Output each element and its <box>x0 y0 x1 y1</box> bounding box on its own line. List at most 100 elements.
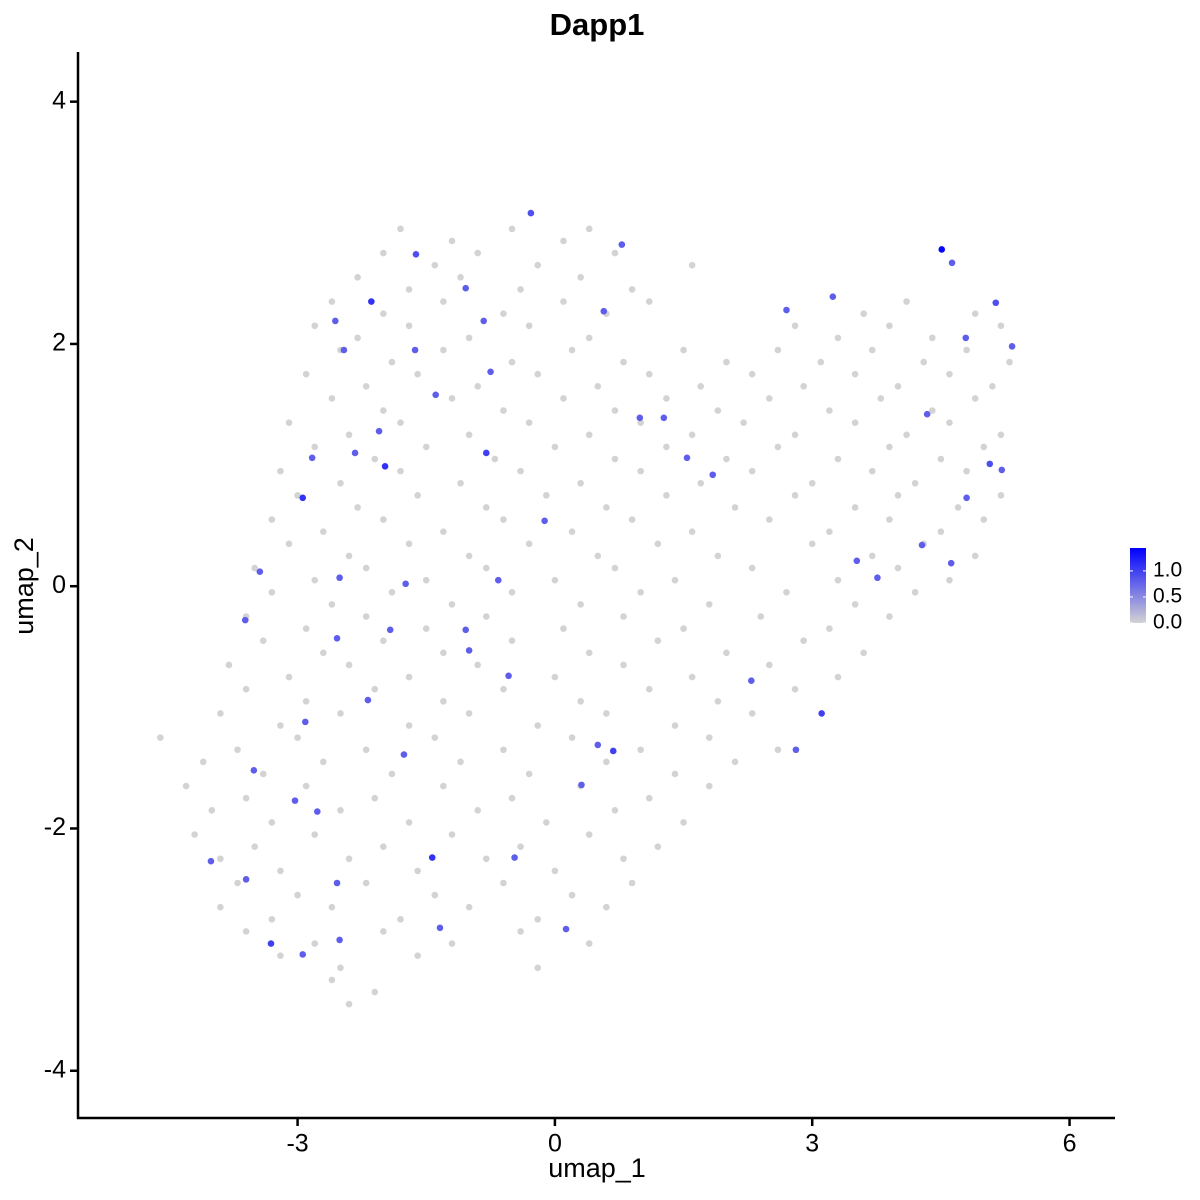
point <box>1008 343 1016 350</box>
point <box>923 410 931 418</box>
point <box>971 310 979 317</box>
point <box>440 697 447 705</box>
chart-title: Dapp1 <box>550 7 645 42</box>
point <box>448 237 456 245</box>
point <box>947 559 955 567</box>
point <box>688 431 696 439</box>
point <box>997 431 1005 439</box>
point <box>465 431 473 439</box>
point <box>494 576 502 584</box>
point <box>311 443 319 451</box>
point <box>302 370 310 378</box>
point <box>611 249 619 257</box>
point <box>697 479 705 487</box>
point <box>234 746 241 754</box>
point <box>414 370 421 378</box>
point <box>333 879 341 887</box>
point <box>345 1000 353 1008</box>
x-tick-label: -3 <box>286 1130 308 1158</box>
point <box>414 492 421 499</box>
point <box>191 831 198 838</box>
point <box>560 298 567 305</box>
point <box>462 284 469 292</box>
point <box>929 334 936 342</box>
point <box>868 552 876 560</box>
point <box>551 443 559 451</box>
point <box>705 601 713 608</box>
point <box>637 467 644 475</box>
point <box>568 891 576 899</box>
point <box>400 751 408 758</box>
point <box>405 540 413 548</box>
point <box>525 540 533 548</box>
point <box>320 649 327 657</box>
point <box>345 661 353 669</box>
point <box>740 419 747 426</box>
point <box>911 588 919 596</box>
point <box>680 625 687 632</box>
point <box>328 601 336 608</box>
point <box>301 718 309 726</box>
point <box>637 588 644 596</box>
point <box>620 613 627 620</box>
point <box>868 346 876 354</box>
point <box>457 758 464 766</box>
point <box>998 466 1006 474</box>
point <box>853 557 861 565</box>
point <box>766 516 773 523</box>
point <box>551 576 559 584</box>
point <box>345 855 353 863</box>
point <box>500 516 507 523</box>
point <box>302 625 310 632</box>
point <box>791 492 799 499</box>
point <box>217 855 224 863</box>
point <box>508 358 516 366</box>
point <box>660 414 668 422</box>
point <box>654 637 662 645</box>
point <box>256 568 264 575</box>
point <box>291 797 299 804</box>
point <box>517 928 524 935</box>
point <box>577 601 584 608</box>
point <box>422 443 430 451</box>
point <box>242 876 250 883</box>
point <box>611 564 619 572</box>
point <box>517 843 524 850</box>
y-tick-label: 2 <box>52 329 66 357</box>
point <box>800 383 807 390</box>
point <box>611 407 619 414</box>
point <box>405 322 413 330</box>
point <box>826 625 833 632</box>
y-tick-label: -2 <box>44 813 66 841</box>
point <box>337 479 344 487</box>
x-axis-title: umap_1 <box>548 1153 646 1183</box>
point <box>618 241 626 248</box>
point <box>517 467 524 475</box>
point <box>480 317 488 325</box>
point <box>482 504 490 511</box>
point <box>299 494 307 502</box>
point <box>345 552 353 560</box>
point <box>683 454 691 462</box>
point <box>371 794 379 802</box>
point <box>577 274 584 281</box>
point <box>671 722 679 729</box>
point <box>620 661 627 669</box>
point <box>680 819 687 826</box>
point <box>405 673 413 681</box>
point <box>259 637 267 645</box>
point <box>697 383 705 390</box>
y-tick-label: -4 <box>44 1055 66 1083</box>
point <box>541 517 548 525</box>
point <box>320 528 327 535</box>
point <box>603 758 610 766</box>
point <box>937 528 945 535</box>
y-tick-label: 4 <box>52 86 66 114</box>
point <box>628 516 636 523</box>
point <box>448 831 456 838</box>
point <box>671 770 679 778</box>
point <box>388 588 396 596</box>
point <box>525 322 533 330</box>
point <box>920 358 928 366</box>
point <box>946 576 953 584</box>
